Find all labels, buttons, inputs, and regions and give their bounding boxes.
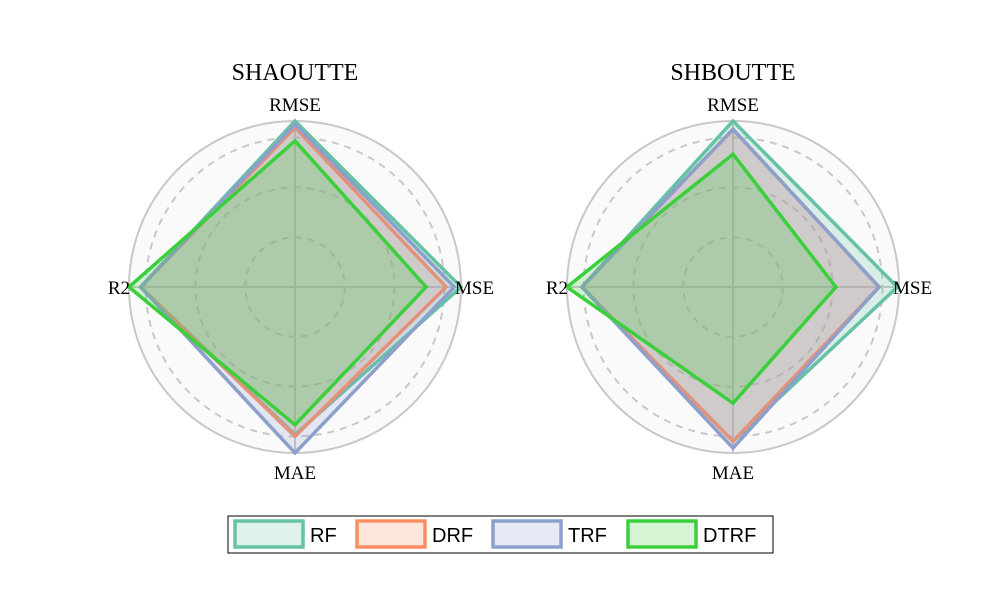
legend: RF DRF TRF DTRF <box>227 515 774 554</box>
axis-label-mse: MSE <box>893 278 932 299</box>
legend-entry-dtrf: DTRF <box>626 519 756 549</box>
legend-entry-rf: RF <box>233 519 337 549</box>
axis-label-r2: R2 <box>546 278 568 299</box>
legend-swatch-trf <box>491 519 563 549</box>
chart-title: SHAOUTTE <box>232 60 359 86</box>
chart-title: SHBOUTTE <box>670 60 795 86</box>
radar-series <box>126 118 464 456</box>
legend-label-drf: DRF <box>432 525 473 547</box>
legend-label-dtrf: DTRF <box>703 525 756 547</box>
legend-entry-drf: DRF <box>355 519 473 549</box>
axis-label-mae: MAE <box>712 463 754 484</box>
axis-label-mse: MSE <box>455 278 494 299</box>
axis-label-r2: R2 <box>108 278 130 299</box>
legend-swatch-rf <box>233 519 305 549</box>
legend-swatch-drf <box>355 519 427 549</box>
legend-swatch-dtrf <box>626 519 698 549</box>
radar-chart-shboutte: SHBOUTTE RMSE MSE MAE R2 <box>546 60 932 484</box>
axis-label-rmse: RMSE <box>269 95 321 116</box>
series-dtrf <box>564 151 839 406</box>
legend-label-rf: RF <box>310 525 337 547</box>
radar-chart-shaoutte: SHAOUTTE RMSE MSE MAE R2 <box>108 60 494 484</box>
legend-entry-trf: TRF <box>491 519 607 549</box>
axis-label-mae: MAE <box>274 463 316 484</box>
series-dtrf <box>126 138 429 428</box>
legend-label-trf: TRF <box>568 525 607 547</box>
axis-label-rmse: RMSE <box>707 95 759 116</box>
radar-series <box>564 118 900 451</box>
